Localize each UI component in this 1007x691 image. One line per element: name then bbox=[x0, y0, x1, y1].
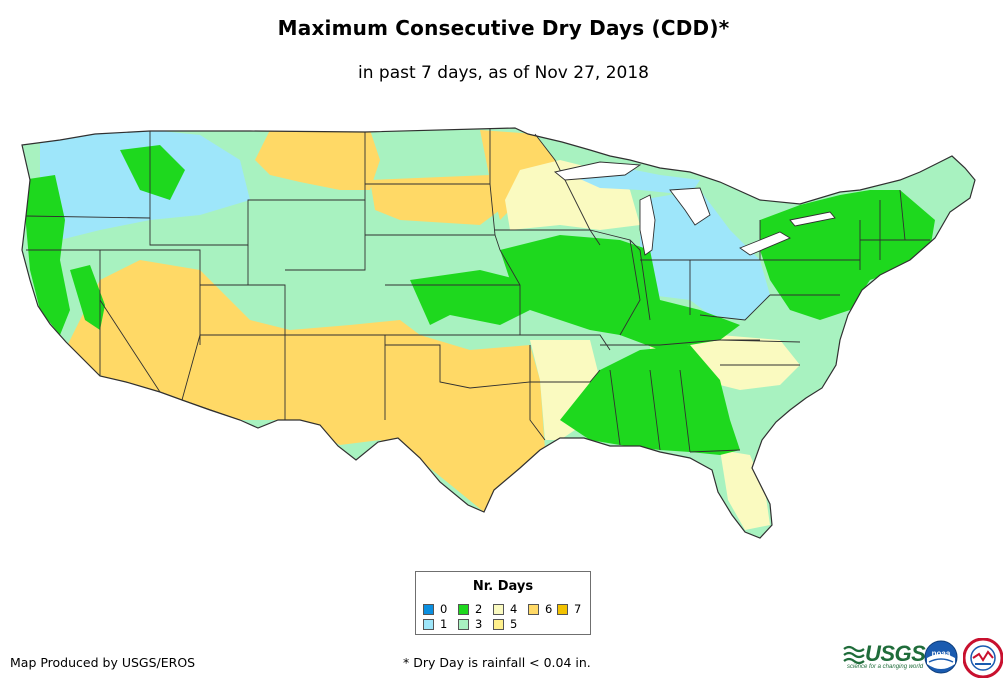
us-dry-days-map bbox=[21, 127, 976, 539]
cdd-4-day-florida bbox=[720, 450, 770, 530]
dry-day-footnote: * Dry Day is rainfall < 0.04 in. bbox=[403, 655, 591, 670]
legend-swatch-4 bbox=[493, 603, 504, 615]
legend-label-5: 5 bbox=[510, 617, 518, 631]
usgs-wave-icon bbox=[843, 645, 865, 665]
lake-michigan bbox=[639, 194, 656, 256]
legend-item-4: 4 bbox=[493, 602, 518, 616]
great-lakes bbox=[553, 161, 836, 256]
legend-label-4: 4 bbox=[510, 602, 518, 616]
cdd-6-day-north-plains bbox=[255, 130, 380, 190]
noaa-logo: noaa bbox=[924, 640, 958, 674]
cdd-2-day-sierra bbox=[70, 265, 105, 330]
legend-title: Nr. Days bbox=[472, 579, 534, 594]
legend-item-2: 2 bbox=[458, 602, 483, 616]
legend-item-0: 0 bbox=[423, 602, 448, 616]
cdd-2-day-midwest bbox=[500, 235, 740, 350]
map-subtitle: in past 7 days, as of Nov 27, 2018 bbox=[358, 63, 649, 83]
legend-swatch-5 bbox=[493, 618, 504, 630]
lake-huron bbox=[669, 187, 711, 226]
legend-swatch-1 bbox=[423, 618, 434, 630]
legend-label-6: 6 bbox=[545, 602, 553, 616]
legend-swatch-0 bbox=[423, 603, 434, 615]
usgs-tagline: science for a changing world bbox=[847, 664, 924, 670]
usgs-wordmark: USGS bbox=[865, 641, 926, 666]
cdd-2-day-idaho-spots bbox=[120, 145, 185, 200]
legend-item-1: 1 bbox=[423, 617, 448, 631]
legend-item-3: 3 bbox=[458, 617, 483, 631]
legend-item-6: 6 bbox=[528, 602, 553, 616]
legend-label-0: 0 bbox=[440, 602, 448, 616]
legend-swatch-6 bbox=[528, 603, 539, 615]
cdd-2-day-pacific-coast bbox=[22, 175, 70, 335]
lake-erie bbox=[739, 231, 791, 256]
producer-credit: Map Produced by USGS/EROS bbox=[10, 655, 196, 670]
legend-swatch-3 bbox=[458, 618, 469, 630]
cdd-1-day-great-lakes bbox=[640, 190, 770, 320]
state-boundaries bbox=[25, 128, 930, 453]
cdd-6-day-southwest bbox=[60, 260, 545, 512]
legend-label-3: 3 bbox=[475, 617, 483, 631]
legend-label-2: 2 bbox=[475, 602, 483, 616]
cdd-6-day-dakotas bbox=[370, 175, 500, 225]
cdd-2-day-kansas bbox=[410, 270, 530, 325]
usgs-logo: USGS science for a changing world bbox=[843, 641, 926, 675]
legend-swatch-2 bbox=[458, 603, 469, 615]
legend: Nr. Days 0 1 2 3 4 5 6 7 bbox=[415, 571, 591, 635]
cdd-3-day-new-england bbox=[930, 160, 972, 212]
legend-label-7: 7 bbox=[574, 602, 582, 616]
map-title: Maximum Consecutive Dry Days (CDD)* bbox=[277, 16, 730, 40]
noaa-wordmark: noaa bbox=[932, 649, 951, 658]
legend-item-7: 7 bbox=[557, 602, 582, 616]
nws-logo bbox=[963, 638, 1003, 678]
cdd-2-day-gulf-south bbox=[560, 345, 740, 455]
legend-label-1: 1 bbox=[440, 617, 448, 631]
legend-swatch-7 bbox=[557, 603, 568, 615]
legend-item-5: 5 bbox=[493, 617, 518, 631]
lake-ontario bbox=[789, 211, 836, 227]
lake-superior bbox=[553, 161, 642, 181]
